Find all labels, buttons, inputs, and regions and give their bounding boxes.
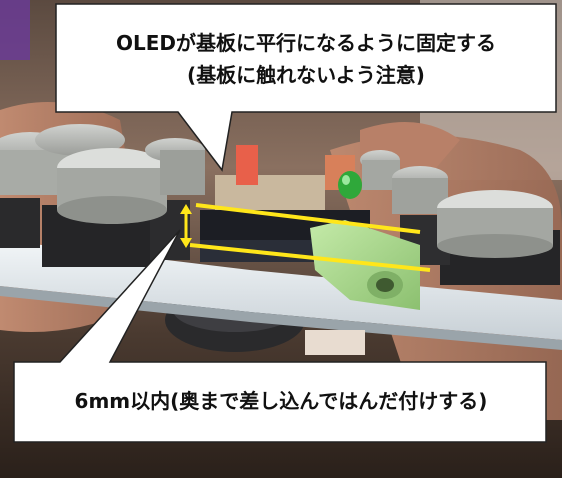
- callout-top-line1: OLEDが基板に平行になるように固定する: [115, 31, 496, 55]
- callout-top-line2: (基板に触れないよう注意): [187, 63, 425, 87]
- callout-bottom: 6mm以内(奥まで差し込んではんだ付けする): [74, 389, 488, 413]
